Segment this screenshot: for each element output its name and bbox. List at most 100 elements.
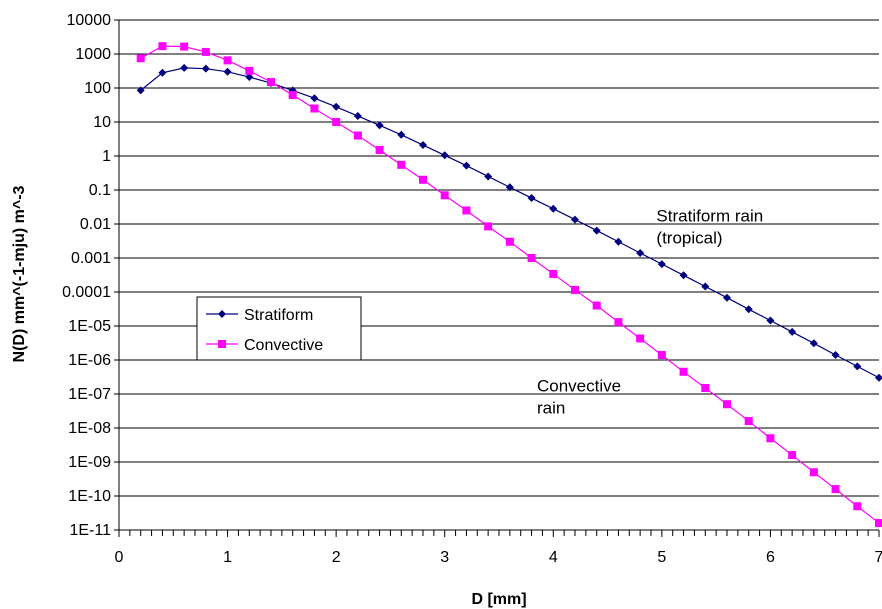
- y-tick-label: 0.0001: [62, 284, 111, 301]
- stratiform-point: [571, 215, 579, 224]
- x-tick-label: 4: [549, 549, 558, 566]
- x-tick-label: 6: [766, 549, 775, 566]
- convective-point: [484, 222, 493, 231]
- convective-point: [592, 301, 601, 310]
- x-tick-label: 1: [223, 549, 232, 566]
- convective-point: [723, 400, 731, 409]
- y-tick-label: 1000: [75, 46, 111, 63]
- convective-point: [636, 334, 645, 343]
- convective-point: [223, 56, 232, 65]
- annotation-line: Convective: [537, 376, 621, 395]
- x-tick-label: 7: [875, 549, 882, 566]
- stratiform-point: [136, 86, 145, 95]
- stratiform-point: [332, 102, 341, 111]
- y-tick-label: 1: [102, 148, 111, 165]
- y-tick-label: 100: [84, 80, 111, 97]
- x-axis-tick-labels: 0 1 2 3 4 5 6 7: [115, 549, 882, 566]
- stratiform-point: [505, 183, 514, 192]
- convective-point: [875, 519, 882, 528]
- convective-point: [571, 285, 579, 294]
- stratiform-point: [158, 68, 167, 77]
- stratiform-point: [831, 351, 840, 360]
- convective-point: [657, 351, 666, 360]
- series-layer: [136, 42, 882, 528]
- convective-point: [158, 42, 167, 51]
- x-tick-label: 5: [657, 549, 666, 566]
- y-tick-label: 0.001: [71, 250, 111, 267]
- stratiform-point: [484, 172, 493, 181]
- axes: [114, 19, 880, 537]
- stratiform-point: [701, 282, 710, 291]
- convective-point: [397, 160, 406, 169]
- grid-lines: [119, 19, 879, 531]
- stratiform-point: [549, 204, 558, 213]
- stratiform-point: [614, 237, 623, 246]
- convective-point: [419, 175, 427, 184]
- legend-marker-stratiform: [218, 310, 226, 318]
- convective-point: [353, 131, 362, 140]
- convective-line: [140, 45, 880, 524]
- stratiform-point: [180, 63, 189, 72]
- convective-point: [766, 434, 775, 443]
- stratiform-point: [723, 293, 731, 302]
- convective-point: [245, 66, 254, 75]
- x-tick-label: 0: [115, 549, 124, 566]
- stratiform-point: [657, 260, 666, 269]
- y-tick-label: 1E-11: [69, 522, 111, 539]
- legend-box: [196, 296, 362, 361]
- convective-point: [267, 78, 275, 87]
- convective-point: [201, 47, 210, 56]
- y-tick-label: 10: [93, 114, 111, 131]
- annotation-2: Convective rain: [537, 376, 621, 417]
- y-tick-label: 10000: [67, 12, 112, 29]
- y-tick-label: 1E-08: [68, 420, 111, 437]
- annotation-line: rain: [537, 398, 565, 417]
- legend-marker-convective: [218, 340, 226, 348]
- y-tick-label: 0.1: [89, 182, 111, 199]
- y-tick-label: 1E-05: [68, 318, 111, 335]
- stratiform-point: [353, 112, 362, 121]
- stratiform-point: [744, 305, 753, 314]
- annotation-line: Stratiform rain: [656, 206, 763, 225]
- convective-point: [549, 269, 558, 278]
- stratiform-point: [809, 339, 818, 348]
- convective-point: [788, 451, 797, 460]
- convective-point: [332, 118, 341, 126]
- y-tick-label: 1E-10: [68, 488, 111, 505]
- y-axis-tick-labels: 1E-11 1E-10 1E-09 1E-08 1E-07 1E-06 1E-05 0.000…: [62, 12, 111, 539]
- stratiform-point: [310, 94, 319, 103]
- stratiform-point: [853, 362, 862, 371]
- stratiform-point: [440, 151, 449, 160]
- convective-point: [136, 54, 145, 63]
- annotation-line: (tropical): [656, 228, 722, 247]
- stratiform-point: [592, 226, 601, 235]
- convective-point: [679, 367, 688, 376]
- legend-label-convective: Convective: [244, 337, 323, 354]
- convective-point: [440, 191, 449, 200]
- stratiform-series: [136, 63, 882, 382]
- convective-point: [310, 104, 319, 113]
- annotations: Stratiform rain (tropical) Convective rain: [537, 206, 763, 417]
- convective-point: [831, 485, 840, 494]
- stratiform-point: [788, 327, 797, 336]
- convective-point: [505, 237, 514, 246]
- y-tick-label: 0.01: [80, 216, 111, 233]
- convective-point: [809, 468, 818, 477]
- stratiform-point: [875, 373, 882, 382]
- x-tick-label: 3: [440, 549, 449, 566]
- y-axis-label: N(D) mm^(-1-mju) m^-3: [11, 185, 28, 362]
- convective-series: [136, 42, 882, 528]
- convective-point: [614, 318, 623, 327]
- y-tick-label: 1E-09: [68, 454, 111, 471]
- stratiform-point: [375, 121, 384, 130]
- stratiform-point: [397, 130, 406, 139]
- convective-point: [853, 502, 862, 511]
- stratiform-point: [419, 141, 427, 150]
- legend-label-stratiform: Stratiform: [244, 307, 313, 324]
- convective-point: [701, 384, 710, 393]
- stratiform-point: [766, 316, 775, 325]
- y-tick-label: 1E-07: [68, 386, 111, 403]
- convective-point: [180, 42, 189, 51]
- legend-entries: Stratiform Convective: [206, 307, 323, 354]
